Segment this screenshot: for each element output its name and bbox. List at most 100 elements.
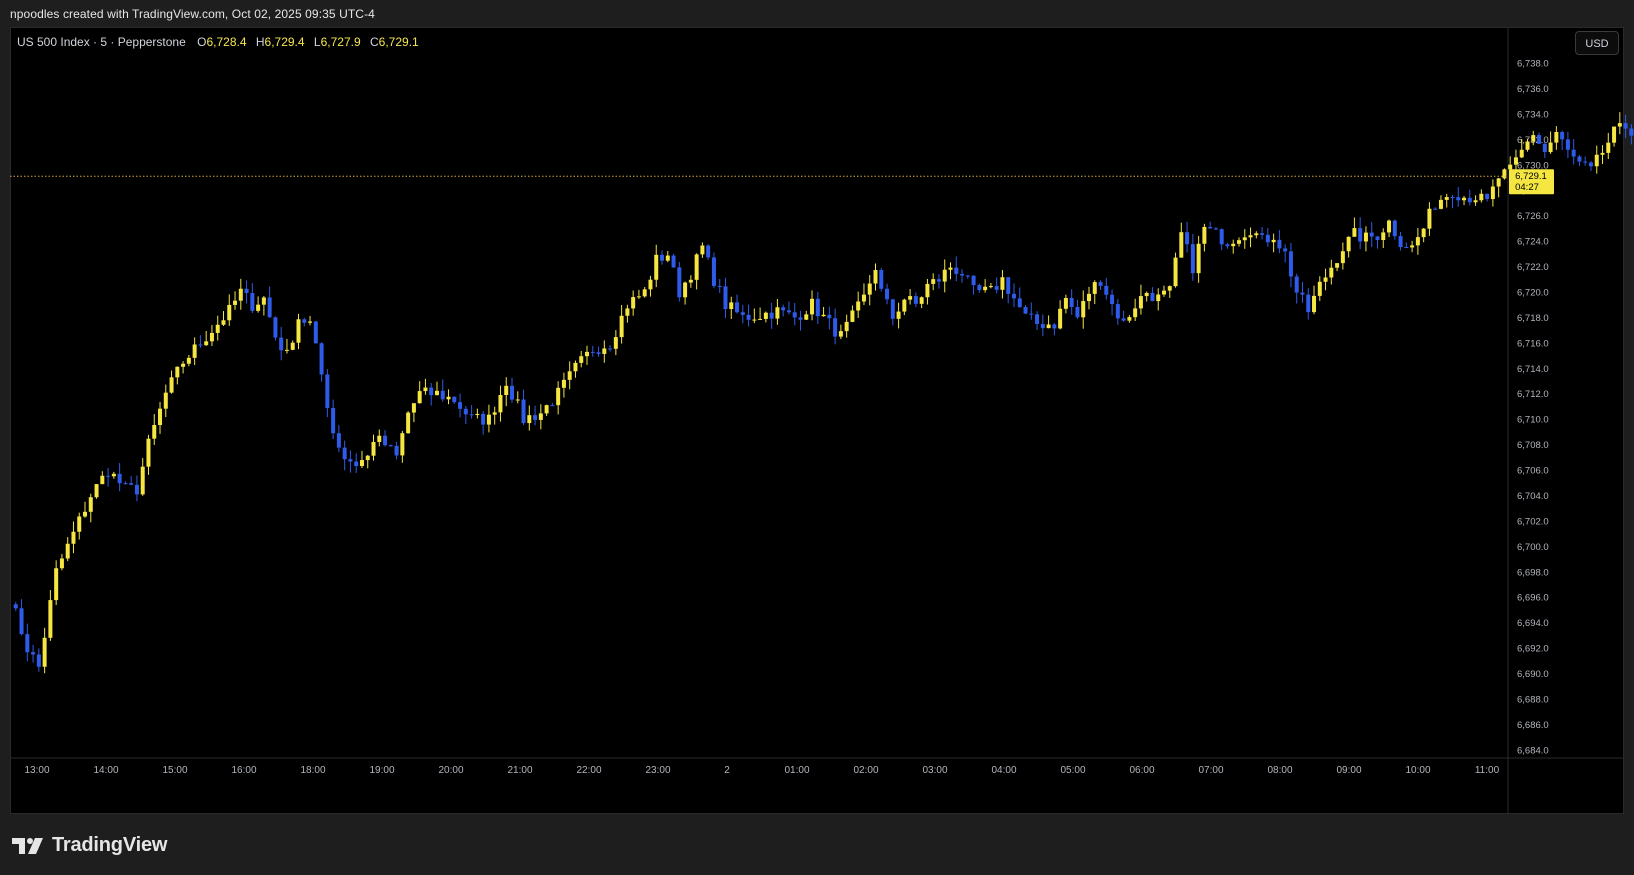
x-tick-label: 09:00	[1336, 765, 1361, 776]
tradingview-brand[interactable]: TradingView	[12, 834, 167, 857]
y-tick-label: 6,688.0	[1517, 695, 1549, 706]
candle-body	[336, 433, 341, 448]
candle-body	[1237, 240, 1242, 244]
candle-body	[717, 285, 722, 287]
candle-body	[1271, 239, 1276, 243]
candle-body	[1617, 123, 1622, 127]
candle-body	[302, 319, 307, 323]
candle-body	[1098, 282, 1103, 286]
candle-body	[1306, 294, 1311, 313]
last-price-tag	[1509, 169, 1554, 195]
candle-body	[608, 348, 613, 350]
candle-body	[1548, 142, 1553, 153]
candle-body	[1554, 132, 1559, 143]
candle-body	[936, 279, 941, 282]
candle-body	[1081, 301, 1086, 318]
candle-body	[660, 254, 665, 261]
x-tick-label: 02:00	[853, 765, 878, 776]
candle-body	[1438, 199, 1443, 209]
candle-body	[1312, 295, 1317, 313]
candle-body	[1444, 197, 1449, 200]
candle-body	[13, 604, 18, 609]
candle-body	[1606, 142, 1611, 153]
candle-body	[1346, 236, 1351, 252]
x-tick-label: 21:00	[507, 765, 532, 776]
ohlc-legend: US 500 Index · 5 · Pepperstone O6,728.4 …	[17, 35, 425, 49]
candle-body	[146, 438, 151, 467]
candle-body	[48, 600, 53, 638]
candle-body	[579, 356, 584, 363]
candle-body	[723, 286, 728, 310]
candle-body	[631, 297, 636, 309]
candle-body	[1513, 157, 1518, 165]
x-tick-label: 08:00	[1267, 765, 1292, 776]
candle-body	[913, 296, 918, 304]
candle-body	[1508, 164, 1513, 170]
candle-body	[567, 371, 572, 380]
candle-body	[163, 392, 168, 409]
candle-body	[740, 312, 745, 315]
candle-body	[1421, 228, 1426, 238]
candle-body	[700, 245, 705, 255]
candle-body	[752, 319, 757, 321]
candle-body	[123, 483, 128, 485]
candle-body	[36, 654, 41, 667]
candle-body	[1069, 298, 1074, 307]
candle-body	[1063, 298, 1068, 309]
candle-body	[786, 310, 791, 313]
candle-body	[19, 608, 24, 635]
candle-body	[1162, 290, 1166, 295]
candle-body	[273, 317, 278, 338]
candle-body	[521, 399, 526, 424]
candle-body	[486, 414, 491, 425]
candle-body	[873, 270, 878, 284]
candle-body	[1185, 232, 1190, 245]
x-tick-label: 05:00	[1060, 765, 1085, 776]
candle-body	[192, 344, 197, 358]
candle-body	[1202, 226, 1207, 244]
candle-body	[365, 455, 370, 461]
legend-symbol[interactable]: US 500 Index · 5 · Pepperstone	[17, 35, 186, 49]
candle-body	[1115, 304, 1120, 319]
candle-body	[169, 377, 174, 393]
candle-body	[1629, 128, 1634, 136]
y-tick-label: 6,694.0	[1517, 618, 1549, 629]
candle-body	[677, 267, 682, 298]
candle-body	[1219, 229, 1224, 245]
candle-body	[77, 516, 82, 532]
candle-body	[527, 415, 532, 424]
candle-body	[948, 267, 953, 270]
candle-body	[1623, 123, 1628, 129]
candle-body	[654, 254, 659, 280]
chart-area[interactable]	[10, 27, 1624, 814]
candle-body	[158, 408, 163, 426]
candle-body	[1410, 245, 1415, 248]
y-tick-label: 6,716.0	[1517, 338, 1549, 349]
candle-body	[308, 321, 313, 323]
y-tick-label: 6,710.0	[1517, 415, 1549, 426]
currency-button[interactable]: USD	[1575, 31, 1619, 55]
candle-body	[256, 304, 261, 311]
candle-body	[175, 366, 180, 378]
legend-high-value: 6,729.4	[264, 35, 305, 49]
candle-body	[977, 285, 982, 291]
candle-body	[1496, 178, 1501, 187]
candle-body	[186, 357, 191, 364]
candle-body	[1225, 244, 1230, 247]
candle-body	[325, 374, 330, 408]
legend-close-label: C	[370, 35, 379, 49]
candle-body	[59, 558, 64, 569]
y-tick-label: 6,690.0	[1517, 669, 1549, 680]
legend-high-label: H	[255, 35, 265, 49]
x-tick-label: 2	[724, 765, 730, 776]
candle-body	[683, 282, 688, 298]
candle-body	[458, 402, 463, 409]
y-tick-label: 6,708.0	[1517, 440, 1549, 451]
candle-body	[544, 405, 549, 414]
candle-body	[550, 405, 555, 407]
candle-body	[1404, 246, 1409, 248]
candle-body	[919, 297, 924, 304]
candle-body	[861, 294, 866, 302]
candle-body	[885, 288, 890, 300]
